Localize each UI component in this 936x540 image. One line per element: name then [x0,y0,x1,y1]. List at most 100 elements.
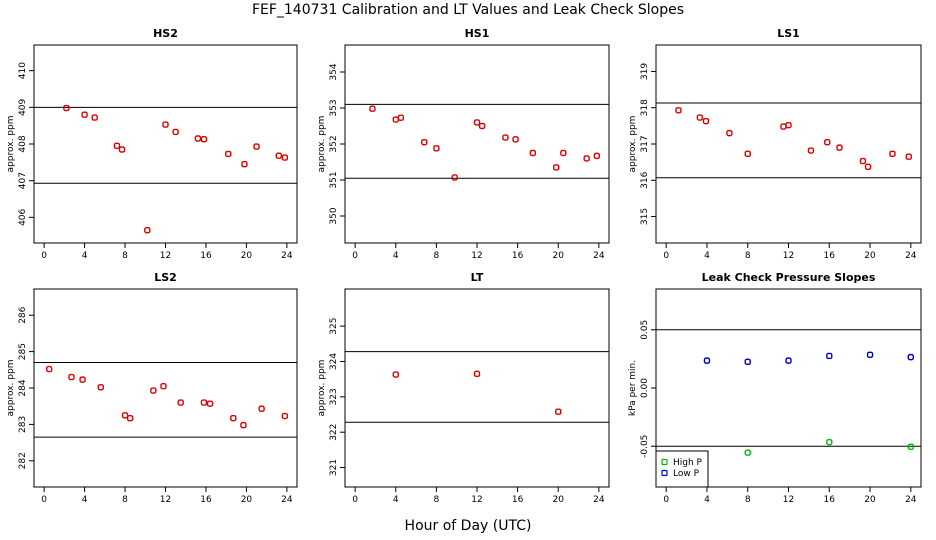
x-axis-label: Hour of Day (UTC) [404,518,532,534]
data-point [744,358,751,365]
data-point [200,136,208,143]
panel-title: LS1 [777,27,800,40]
legend-marker [661,469,668,477]
data-point [160,382,167,390]
y-tick-label: 317 [640,135,650,152]
x-tick-label: 12 [160,495,171,505]
x-tick-label: 4 [82,495,88,505]
x-tick-label: 16 [824,495,836,505]
data-point [200,399,208,406]
x-tick-label: 16 [200,495,212,505]
x-tick-label: 16 [512,495,524,505]
data-point [79,376,86,383]
data-point [702,117,710,125]
data-point [473,370,481,378]
y-tick-label: 323 [329,388,339,405]
data-point [258,405,265,412]
y-tick-label: 282 [18,452,28,469]
x-tick-label: 24 [593,251,605,261]
x-tick-label: 0 [41,251,47,261]
data-point [281,412,289,420]
x-tick-label: 12 [783,251,794,261]
data-point [97,384,104,391]
data-point [150,387,157,394]
data-point [696,114,704,121]
data-point [230,415,237,422]
y-tick-label: 350 [329,207,339,224]
data-point [478,122,486,130]
panel-title: LT [471,271,484,284]
data-point [253,143,260,150]
data-point [703,357,711,364]
data-point [275,152,282,159]
x-tick-label: 8 [434,495,440,505]
y-axis-label: approx. ppm [6,116,16,173]
panel-title: HS1 [465,27,490,40]
data-point [836,144,843,151]
x-tick-label: 4 [393,495,399,505]
data-point [555,408,562,415]
y-tick-label: 286 [18,306,28,323]
x-tick-label: 8 [122,251,128,261]
data-point [68,373,75,381]
y-tick-label: 351 [329,171,339,188]
x-tick-label: 4 [82,251,88,261]
data-point [502,134,509,141]
data-point [905,153,912,160]
x-tick-label: 0 [663,495,669,505]
x-tick-label: 20 [864,495,876,505]
y-axis-label: approx. ppm [317,116,327,173]
y-tick-label: 285 [18,343,28,360]
x-tick-label: 24 [281,251,293,261]
panel-3: LS2 0 4 8 12 16 20 24 282 283 284 285 286 approx. ppm [6,271,298,505]
legend-marker [661,458,668,466]
data-point [369,105,376,112]
y-axis-label: approx. ppm [628,116,638,173]
data-point [726,129,733,137]
data-point [144,226,151,234]
plot-frame [344,288,610,488]
x-tick-label: 20 [241,495,253,505]
data-point [177,399,184,406]
y-tick-label: 283 [18,416,28,433]
data-point [593,152,601,160]
panel-2: LS1 0 4 8 12 16 20 24 315 316 317 318 319 approx. ppm [628,27,922,261]
data-point [45,365,53,373]
x-tick-label: 20 [553,251,565,261]
panel-title: LS2 [154,271,177,284]
data-point [397,114,405,121]
y-tick-label: 354 [329,63,339,80]
data-point [225,150,232,158]
data-point [744,449,751,456]
y-tick-label: -0.05 [640,435,650,458]
data-point [864,163,872,171]
x-tick-label: 8 [434,251,440,261]
data-point [473,119,481,126]
plot-frame [344,44,610,244]
y-tick-label: 318 [640,99,650,116]
x-tick-label: 0 [352,495,358,505]
data-point [81,111,88,118]
data-point [826,352,833,360]
x-tick-label: 12 [471,251,482,261]
y-tick-label: 353 [329,99,339,116]
x-tick-label: 24 [281,495,293,505]
y-tick-label: 322 [329,424,339,441]
x-tick-label: 24 [593,495,605,505]
data-point [824,138,831,146]
data-point [675,107,682,114]
data-point [241,160,248,168]
data-point [553,164,560,171]
panel-title: HS2 [153,27,178,40]
y-tick-label: 325 [329,318,339,335]
x-tick-label: 0 [41,495,47,505]
data-point [451,174,458,181]
data-point [785,121,792,129]
plot-frame [655,44,922,244]
y-tick-label: 409 [18,98,28,115]
y-tick-label: 406 [18,208,28,225]
data-point [392,116,399,123]
panel-4: LT 0 4 8 12 16 20 24 321 322 323 324 325 approx. ppm [317,271,610,505]
data-point [421,138,428,146]
x-tick-label: 24 [905,495,917,505]
